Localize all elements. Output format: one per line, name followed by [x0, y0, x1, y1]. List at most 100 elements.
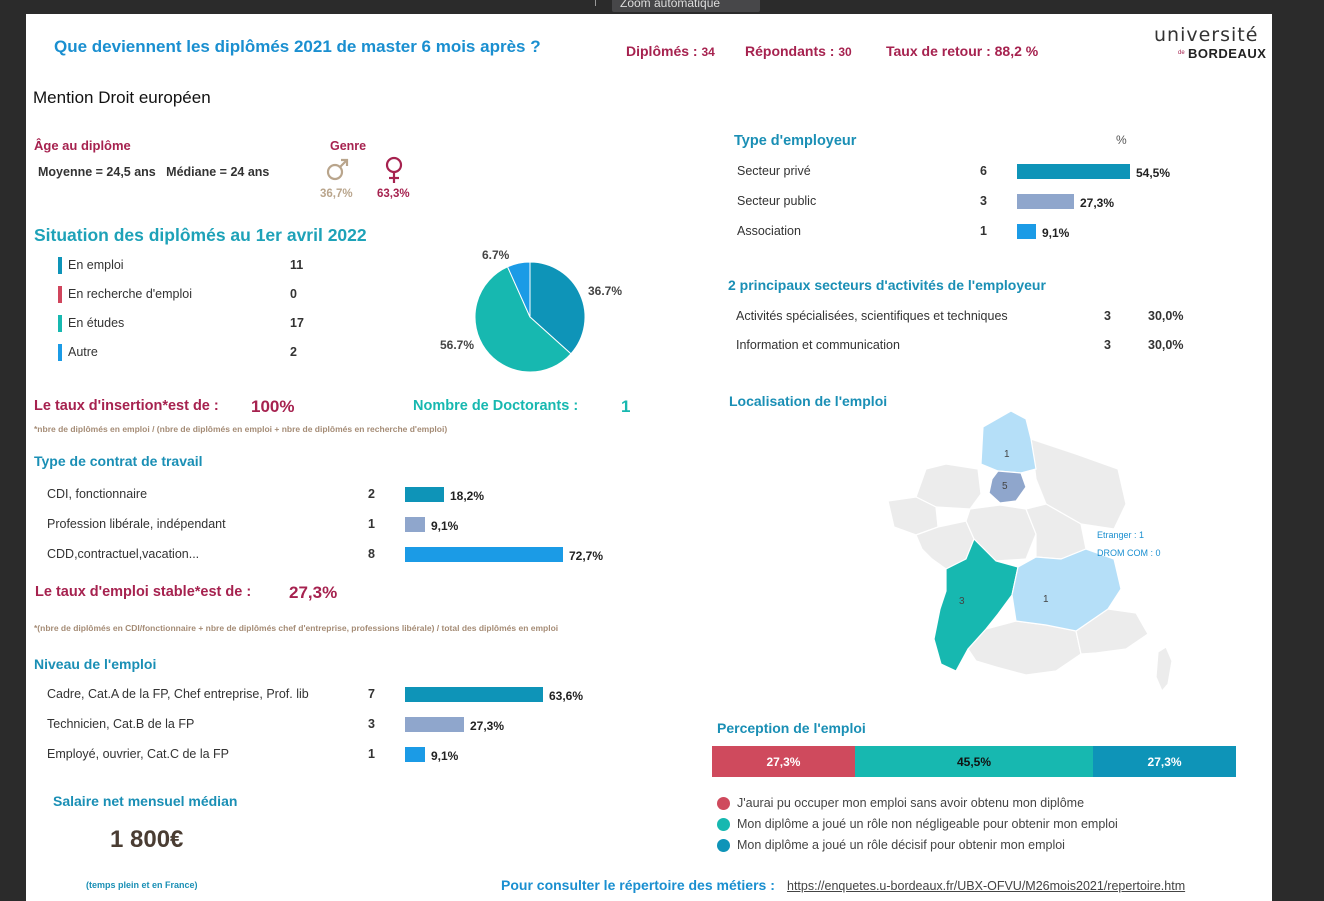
- employeur-row-bar: [1017, 194, 1074, 209]
- genre-title: Genre: [330, 139, 367, 153]
- niveau-row-pct: 9,1%: [431, 749, 459, 763]
- mention-title: Mention Droit européen: [33, 88, 211, 107]
- insertion-value: 100%: [251, 397, 295, 416]
- logo-bordeaux: BORDEAUX: [1188, 46, 1267, 61]
- employeur-row-pct: 54,5%: [1136, 166, 1171, 180]
- contrat-row-count: 2: [368, 487, 375, 501]
- perception-stacked-bar: 27,3% 45,5% 27,3%: [712, 746, 1236, 777]
- map-value-auvergne-rhone-alpes: 1: [1043, 594, 1049, 605]
- map-value-ile-de-france: 5: [1002, 481, 1008, 492]
- perception-legend-dot: [717, 839, 730, 852]
- niveau-row-label: Cadre, Cat.A de la FP, Chef entreprise, …: [47, 687, 309, 701]
- pdf-viewer-toolbar: Zoom automatique: [0, 0, 1324, 14]
- pie-svg: 36.7% 56.7% 6.7%: [440, 248, 622, 373]
- contrat-row-pct: 18,2%: [450, 489, 485, 503]
- france-map: 1 5 3 1: [886, 409, 1176, 694]
- zoom-select[interactable]: Zoom automatique: [612, 0, 760, 12]
- diplomes-label: Diplômés :: [626, 43, 702, 59]
- diplomes-value: 34: [701, 45, 715, 59]
- employeur-row-bar: [1017, 164, 1130, 179]
- niveau-row-count: 3: [368, 717, 375, 731]
- repondants-stat: Répondants : 30: [745, 43, 852, 59]
- niveau-title: Niveau de l'emploi: [34, 656, 157, 672]
- situation-color-mark: [58, 344, 62, 361]
- perception-title: Perception de l'emploi: [717, 720, 866, 736]
- doctorants-label: Nombre de Doctorants :: [413, 398, 579, 414]
- employeur-row-pct: 27,3%: [1080, 196, 1115, 210]
- situation-label: En emploi: [68, 258, 124, 272]
- map-region-ile-de-france: [988, 470, 1027, 504]
- repondants-value: 30: [838, 45, 852, 59]
- age-stats: Moyenne = 24,5 ans Médiane = 24 ans: [38, 165, 270, 179]
- secteurs-title: 2 principaux secteurs d'activités de l'e…: [728, 277, 1046, 293]
- female-icon: [383, 155, 405, 185]
- footer-link[interactable]: https://enquetes.u-bordeaux.fr/UBX-OFVU/…: [787, 879, 1186, 893]
- contrat-row-count: 1: [368, 517, 375, 531]
- employeur-row-pct: 9,1%: [1042, 226, 1070, 240]
- situation-value: 17: [290, 316, 304, 330]
- niveau-row-pct: 63,6%: [549, 689, 584, 703]
- niveau-row-bar: [405, 687, 543, 702]
- female-pct: 63,3%: [377, 188, 410, 200]
- employeur-row-label: Secteur public: [737, 194, 817, 208]
- perception-legend-text: J'aurai pu occuper mon emploi sans avoir…: [737, 796, 1085, 810]
- map-value-nouvelle-aquitaine: 3: [959, 596, 965, 607]
- france-map-svg: 1 5 3 1: [887, 410, 1173, 693]
- logo-wordmark: université: [1154, 24, 1259, 46]
- insertion-note: *nbre de diplômés en emploi / (nbre de d…: [34, 424, 448, 434]
- localisation-title: Localisation de l'emploi: [729, 393, 888, 409]
- employeur-row-count: 6: [980, 164, 987, 178]
- contrat-row-label: CDI, fonctionnaire: [47, 487, 148, 501]
- employeur-title: Type d'employeur: [734, 133, 857, 149]
- employeur-row-count: 1: [980, 224, 987, 238]
- stable-note: *(nbre de diplômés en CDI/fonctionnaire …: [34, 623, 559, 633]
- situation-color-mark: [58, 286, 62, 303]
- pie-slice-label: 56.7%: [440, 338, 474, 352]
- pie-slice: [474, 266, 572, 373]
- contrat-title: Type de contrat de travail: [34, 453, 203, 469]
- map-drom: DROM COM : 0: [1097, 548, 1161, 558]
- contrat-row-bar: [405, 517, 425, 532]
- insertion-label: Le taux d'insertion*est de :: [34, 398, 219, 414]
- employeur-row-label: Association: [737, 224, 801, 238]
- contrat-row-pct: 72,7%: [569, 549, 604, 563]
- niveau-row-label: Technicien, Cat.B de la FP: [47, 717, 195, 731]
- niveau-row-label: Employé, ouvrier, Cat.C de la FP: [47, 747, 230, 761]
- male-pct: 36,7%: [320, 188, 353, 200]
- secteur-row-count: 3: [1104, 338, 1111, 352]
- map-region-grand-est: [1030, 438, 1127, 530]
- map-etranger: Etranger : 1: [1097, 530, 1145, 540]
- salaire-note: (temps plein et en France): [86, 880, 198, 890]
- niveau-row-bar: [405, 717, 464, 732]
- perception-legend-dot: [717, 818, 730, 831]
- contrat-row-label: Profession libérale, indépendant: [47, 517, 226, 531]
- niveau-row-count: 1: [368, 747, 375, 761]
- salaire-title: Salaire net mensuel médian: [53, 793, 238, 809]
- repondants-label: Répondants :: [745, 43, 839, 59]
- map-region-hauts-de-france: [980, 410, 1037, 474]
- employeur-row-bar: [1017, 224, 1036, 239]
- page-title: Que deviennent les diplômés 2021 de mast…: [54, 37, 541, 56]
- map-region-auvergne-rhone-alpes: [1011, 548, 1122, 632]
- niveau-row-count: 7: [368, 687, 375, 701]
- map-region-paca: [1075, 608, 1149, 655]
- document-page: Que deviennent les diplômés 2021 de mast…: [26, 14, 1272, 901]
- niveau-row-pct: 27,3%: [470, 719, 505, 733]
- pie-slice: [529, 261, 586, 355]
- employeur-row-label: Secteur privé: [737, 164, 811, 178]
- age-title: Âge au diplôme: [34, 138, 131, 153]
- perception-segment: 45,5%: [854, 746, 1094, 777]
- perception-segment: 27,3%: [1093, 746, 1236, 777]
- perception-legend-text: Mon diplôme a joué un rôle non négligeab…: [737, 817, 1118, 831]
- pie-slice-label: 6.7%: [482, 248, 510, 262]
- perception-legend-text: Mon diplôme a joué un rôle décisif pour …: [737, 838, 1065, 852]
- footer-label: Pour consulter le répertoire des métiers…: [501, 877, 775, 893]
- logo-de: de: [1178, 50, 1185, 56]
- perception-segment: 27,3%: [712, 746, 855, 777]
- situation-title: Situation des diplômés au 1er avril 2022: [34, 225, 367, 245]
- situation-value: 11: [290, 258, 304, 272]
- salaire-value: 1 800€: [110, 826, 184, 853]
- diplomes-stat: Diplômés : 34: [626, 43, 715, 59]
- situation-label: Autre: [68, 345, 98, 359]
- situation-pie-chart: 36.7% 56.7% 6.7%: [406, 229, 626, 379]
